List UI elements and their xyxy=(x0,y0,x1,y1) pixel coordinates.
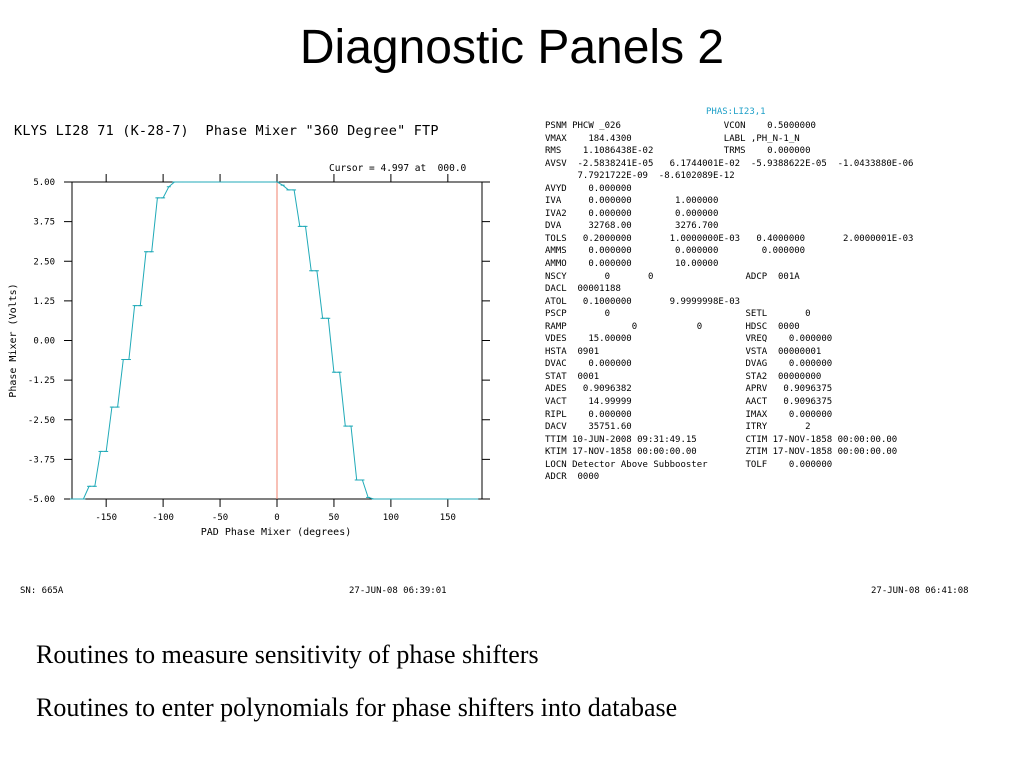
y-tick-label: 3.75 xyxy=(33,218,55,228)
param-line: HSTA 0901 VSTA 00000001 xyxy=(545,346,822,357)
slide-title: Diagnostic Panels 2 xyxy=(299,21,725,74)
parameter-list: PSNM PHCW _026 VCON 0.5000000 VMAX 184.43… xyxy=(545,120,913,484)
param-line: ADES 0.9096382 APRV 0.9096375 xyxy=(545,384,833,395)
x-tick-label: -100 xyxy=(152,513,174,523)
x-tick-label: -50 xyxy=(212,513,228,523)
param-line: DVAC 0.000000 DVAG 0.000000 xyxy=(545,359,833,370)
param-line: DVA 32768.00 3276.700 xyxy=(545,221,719,232)
param-line: STAT 0001 STA2 00000000 xyxy=(545,371,822,382)
param-line: ATOL 0.1000000 9.9999998E-03 xyxy=(545,296,741,307)
param-line: VMAX 184.4300 LABL ,PH_N-1_N xyxy=(545,133,800,144)
x-tick-label: -150 xyxy=(95,513,117,523)
param-line: IVA2 0.000000 0.000000 xyxy=(545,208,719,219)
param-line: RMS 1.1086438E-02 TRMS 0.000000 xyxy=(545,146,811,157)
param-line: PSCP 0 SETL 0 xyxy=(545,309,811,320)
param-line: DACV 35751.60 ITRY 2 xyxy=(545,422,811,433)
data-line xyxy=(72,181,477,500)
panel-header: PHAS:LI23,1 xyxy=(706,107,766,117)
y-tick-label: -5.00 xyxy=(28,495,55,505)
param-line: TTIM 10-JUN-2008 09:31:49.15 CTIM 17-NOV… xyxy=(545,434,898,445)
param-line: RIPL 0.000000 IMAX 0.000000 xyxy=(545,409,833,420)
param-line: AMMO 0.000000 10.00000 xyxy=(545,259,719,270)
y-tick-label: 1.25 xyxy=(33,297,55,307)
bullet-item: Routines to measure sensitivity of phase… xyxy=(36,640,539,669)
param-line: TOLS 0.2000000 1.0000000E-03 0.4000000 2… xyxy=(545,233,914,244)
param-line: ADCR 0000 xyxy=(545,472,600,483)
y-axis-label: Phase Mixer (Volts) xyxy=(8,283,19,397)
cursor-readout: Cursor = 4.997 at 000.0 xyxy=(329,163,467,174)
bullet-item: Routines to enter polynomials for phase … xyxy=(36,693,678,722)
param-line: DACL 00001188 xyxy=(545,284,621,295)
param-line: IVA 0.000000 1.000000 xyxy=(545,196,719,207)
param-line: RAMP 0 0 HDSC 0000 xyxy=(545,321,800,332)
x-axis-label: PAD Phase Mixer (degrees) xyxy=(201,527,352,538)
y-tick-label: 5.00 xyxy=(33,178,55,188)
x-tick-label: 150 xyxy=(440,513,456,523)
param-line: VACT 14.99999 AACT 0.9096375 xyxy=(545,397,833,408)
chart-title: KLYS LI28 71 (K-28-7) Phase Mixer "360 D… xyxy=(14,123,439,139)
y-tick-label: -2.50 xyxy=(28,416,55,426)
param-line: PSNM PHCW _026 VCON 0.5000000 xyxy=(545,121,816,131)
param-line: 7.7921722E-09 -8.6102089E-12 xyxy=(545,171,735,182)
y-tick-label: 2.50 xyxy=(33,257,55,267)
serial-number: SN: 665A xyxy=(20,586,64,596)
param-line: AMMS 0.000000 0.000000 0.000000 xyxy=(545,246,806,257)
y-tick-label: -3.75 xyxy=(28,455,55,465)
x-tick-label: 50 xyxy=(329,513,340,523)
y-tick-label: 0.00 xyxy=(33,337,55,347)
param-line: AVSV -2.5838241E-05 6.1744001E-02 -5.938… xyxy=(545,158,914,169)
bullet-list: Routines to measure sensitivity of phase… xyxy=(36,640,677,723)
y-tick-label: -1.25 xyxy=(28,376,55,386)
param-line: LOCN Detector Above Subbooster TOLF 0.00… xyxy=(545,459,833,470)
param-line: KTIM 17-NOV-1858 00:00:00.00 ZTIM 17-NOV… xyxy=(545,447,898,458)
param-line: NSCY 0 0 ADCP 001A xyxy=(545,271,800,282)
x-tick-label: 0 xyxy=(274,513,279,523)
x-tick-label: 100 xyxy=(383,513,399,523)
param-line: VDES 15.00000 VREQ 0.000000 xyxy=(545,334,833,345)
right-timestamp: 27-JUN-08 06:41:08 xyxy=(871,586,969,596)
param-line: AVYD 0.000000 xyxy=(545,183,632,194)
left-timestamp: 27-JUN-08 06:39:01 xyxy=(349,586,447,596)
phase-mixer-plot: 5.00 3.75 2.50 1.25 0.00 -1.25 -2.50 -3.75 -5.00… xyxy=(8,174,490,538)
